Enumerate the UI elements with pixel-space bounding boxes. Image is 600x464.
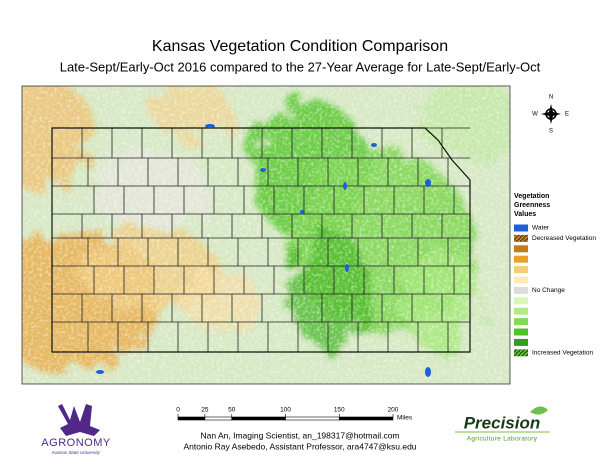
legend-label: Water: [532, 225, 550, 232]
legend: Vegetation Greenness Values Water Decreased …: [514, 193, 596, 357]
credit: Nan An, Imaging Scientist, an_198317@hot…: [200, 430, 399, 440]
water-bodies: [96, 124, 431, 377]
scale-segment: [285, 416, 340, 421]
scale-label: 200: [388, 407, 399, 414]
scale-label: 0: [176, 407, 180, 414]
map-frame: [21, 85, 511, 385]
legend-swatch: [514, 266, 528, 274]
legend-title: Greenness: [514, 202, 550, 209]
compass-s: S: [549, 129, 553, 135]
legend-swatch: [514, 328, 528, 336]
scale-label: 150: [334, 407, 345, 414]
legend-swatch: [514, 245, 528, 253]
map: [22, 86, 510, 384]
logo-subtitle: Kansas State University: [52, 450, 101, 455]
legend-label: Decreased Vegetation: [532, 235, 596, 242]
title: Kansas Vegetation Condition Comparison: [152, 38, 448, 55]
legend-swatch: [514, 286, 528, 294]
scale-segment: [204, 416, 233, 421]
scale-segment: [338, 416, 394, 421]
compass-n: N: [549, 95, 553, 101]
logo-subtitle: Agriculture Laboratory: [467, 436, 538, 443]
legend-swatch: [514, 307, 528, 315]
legend-swatch: [514, 297, 528, 305]
state-boundary: [51, 127, 471, 353]
legend-swatch: [514, 276, 528, 284]
legend-swatch: [514, 255, 528, 263]
logo-name: AGRONOMY: [41, 437, 111, 449]
legend-swatch: [514, 224, 528, 232]
credit: Antonio Ray Asebedo, Assistant Professor…: [183, 441, 416, 451]
legend-swatch: [514, 318, 528, 326]
legend-swatch: [514, 349, 528, 357]
legend-label: Increased Vegetation: [532, 350, 593, 357]
scale-label: 50: [228, 407, 236, 414]
compass: [541, 104, 561, 124]
legend-label: No Change: [532, 287, 565, 294]
legend-swatch: [514, 338, 528, 346]
legend-title: Values: [514, 211, 536, 218]
scale-label: 25: [201, 407, 209, 414]
precision-logo: Precision Agriculture Laboratory: [455, 406, 550, 443]
scale-label: 100: [280, 407, 291, 414]
scale-segment: [231, 416, 286, 421]
texture: [22, 86, 510, 384]
legend-swatch: [514, 234, 528, 242]
scale-unit: Miles: [397, 415, 413, 422]
logo-name: Precision: [464, 413, 541, 432]
scale-segment: [177, 416, 206, 421]
subtitle: Late-Sept/Early-Oct 2016 compared to the…: [60, 59, 541, 74]
kstate-logo: AGRONOMY Kansas State University: [41, 404, 111, 455]
legend-title: Vegetation: [514, 193, 549, 200]
compass-w: W: [532, 112, 538, 118]
compass-e: E: [565, 112, 569, 118]
